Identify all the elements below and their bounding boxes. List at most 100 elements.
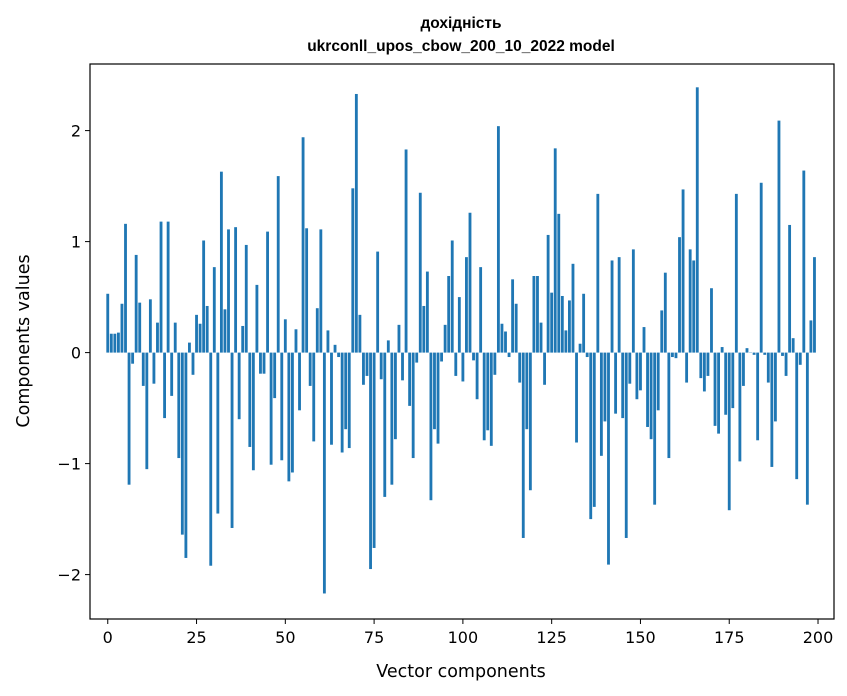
bar [312, 352, 316, 442]
bar [489, 352, 493, 446]
bar [752, 352, 756, 355]
bar [113, 333, 117, 353]
bar [109, 333, 113, 353]
bar [188, 342, 191, 353]
bar [465, 257, 468, 353]
bar [404, 149, 408, 353]
bar [536, 276, 539, 353]
bar [738, 352, 742, 462]
x-tick-label: 50 [275, 628, 295, 647]
bar [585, 352, 589, 358]
bar [418, 192, 422, 353]
bar [628, 352, 632, 384]
bar [571, 263, 575, 353]
bar [347, 352, 351, 449]
bar [362, 352, 365, 385]
bar [234, 227, 238, 353]
bar [685, 352, 689, 383]
bar [106, 293, 110, 353]
bar [706, 352, 710, 376]
bar [120, 303, 124, 353]
bar [141, 352, 145, 386]
bar [280, 352, 284, 461]
bar [695, 87, 699, 353]
bar [496, 126, 500, 353]
bar [170, 352, 174, 396]
x-tick-label: 200 [803, 628, 834, 647]
bar [795, 352, 799, 480]
bar [564, 330, 568, 353]
bar [710, 288, 713, 353]
bar [578, 343, 582, 353]
chart-subtitle: ukrconll_upos_cbow_200_10_2022 model [307, 38, 615, 55]
bar [649, 352, 653, 440]
bar [802, 170, 806, 353]
bar [145, 352, 149, 470]
bar [298, 352, 301, 411]
bar [372, 352, 376, 548]
bar [525, 352, 529, 430]
bar [237, 352, 241, 420]
bar [116, 332, 120, 353]
bar [138, 302, 142, 353]
bar [770, 352, 774, 467]
bar [773, 352, 777, 422]
bar [617, 257, 621, 353]
bar [607, 352, 610, 565]
bar [518, 352, 522, 383]
bar [479, 267, 483, 353]
bar [376, 251, 380, 353]
bar [450, 240, 454, 353]
bar [255, 284, 259, 353]
bar [425, 271, 429, 353]
x-tick-label: 150 [625, 628, 656, 647]
bar [596, 193, 600, 353]
y-tick-label: 2 [71, 122, 81, 141]
bar [717, 352, 721, 434]
bar [379, 352, 383, 380]
bar [429, 352, 433, 501]
bar [560, 295, 564, 353]
bar [521, 352, 525, 538]
bar [511, 279, 515, 353]
bar-series [106, 87, 816, 594]
bar [543, 352, 546, 385]
bar [230, 352, 234, 528]
bar [354, 93, 358, 353]
bar [550, 292, 554, 353]
bar [557, 213, 561, 353]
bar [663, 272, 667, 353]
bar [624, 352, 628, 538]
bar [553, 148, 557, 353]
y-axis-label: Components values [14, 254, 34, 427]
bar [365, 352, 369, 376]
x-axis-label: Vector components [376, 662, 545, 682]
bar [319, 229, 323, 353]
bar [475, 352, 479, 400]
bar [493, 352, 497, 375]
bar [674, 352, 678, 359]
bar [134, 254, 138, 353]
bar [813, 257, 816, 353]
bar [184, 352, 188, 558]
bar [305, 228, 309, 353]
plot-frame [89, 63, 835, 620]
x-axis-ticks: 0 25 50 75 100 125 150 175 200 [103, 619, 834, 647]
bar [805, 352, 809, 505]
bar [393, 352, 397, 440]
bar [660, 310, 664, 353]
bar [383, 352, 387, 497]
bar [699, 352, 703, 379]
bar [227, 229, 230, 353]
bar [276, 176, 280, 353]
bar [603, 352, 607, 422]
bar [631, 249, 635, 353]
bar [205, 305, 209, 353]
bar [223, 309, 227, 353]
bar [777, 120, 781, 353]
bar [461, 352, 465, 382]
bar [532, 276, 536, 353]
bar [340, 352, 344, 453]
bar [156, 322, 159, 353]
